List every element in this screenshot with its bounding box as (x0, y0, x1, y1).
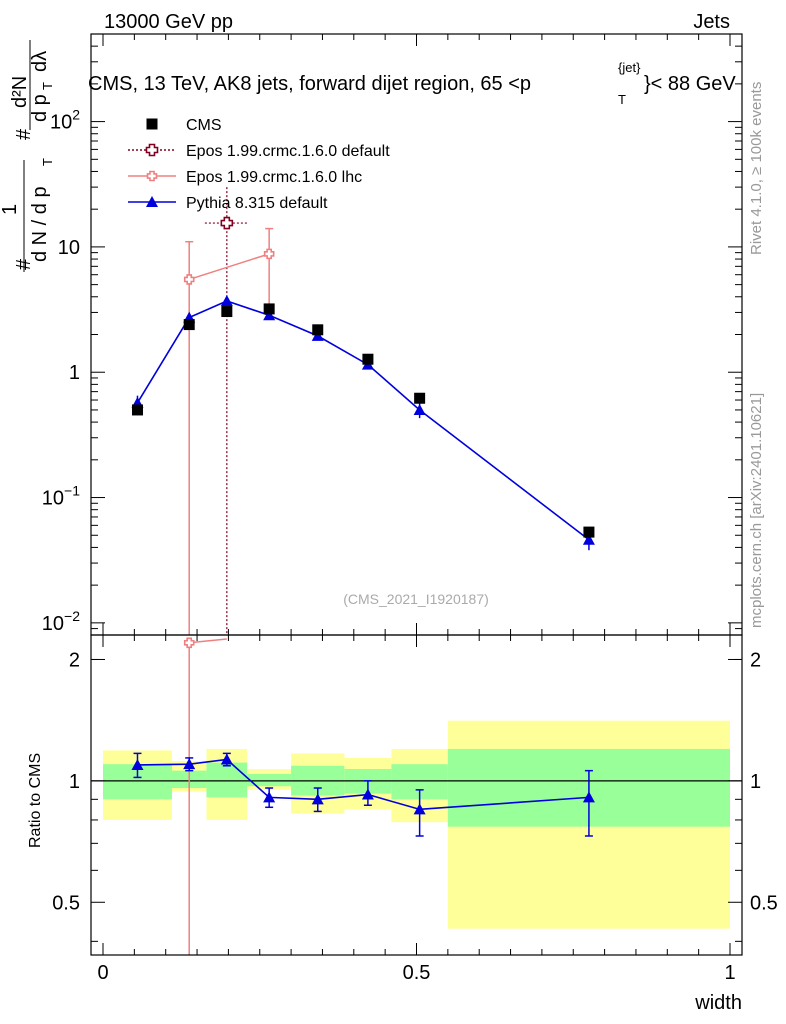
lower-y-tick-label: 1 (69, 771, 80, 793)
upper-y-tick-label: 1 (69, 362, 80, 384)
legend-epos-default-marker (145, 143, 159, 157)
cms-point (263, 303, 275, 315)
data-layer (131, 187, 595, 955)
legend-cms-marker (146, 118, 158, 130)
ylabel-one: 1 (0, 204, 21, 215)
title-subscript: T (618, 92, 626, 107)
cms-point (414, 392, 426, 404)
plot-title: CMS, 13 TeV, AK8 jets, forward dijet reg… (88, 60, 736, 107)
legend-pythia-marker (146, 196, 158, 207)
ylabel-den2-sub: T (40, 82, 55, 90)
ylabel-den2: d p (29, 94, 51, 122)
ratio-epos-lhc-point (183, 637, 195, 649)
pythia-point (220, 295, 233, 307)
epos-lhc-line (188, 253, 270, 281)
cms-point (362, 353, 374, 365)
ratio-band-inner (247, 774, 292, 787)
epos-lhc-point (183, 274, 195, 285)
lower-panel-data (131, 637, 595, 955)
legend-entry-label: Epos 1.99.crmc.1.6.0 lhc (186, 169, 362, 186)
ratio-pythia-point (183, 758, 196, 770)
title-text: CMS, 13 TeV, AK8 jets, forward dijet reg… (88, 73, 531, 95)
rivet-version-label: Rivet 4.1.0, ≥ 100k events (748, 82, 765, 255)
ratio-pythia-point (361, 788, 374, 800)
header-right-label: Jets (693, 11, 730, 33)
x-tick-label: 1 (724, 962, 735, 984)
epos-lhc-point (263, 248, 275, 260)
ratio-epos-lhc-line (189, 638, 227, 644)
ratio-pythia-point (413, 803, 426, 815)
pythia-point (413, 403, 426, 415)
mcplots-label: mcplots.cern.ch [arXiv:2401.10621] (748, 393, 765, 628)
legend-entry-label: Epos 1.99.crmc.1.6.0 default (186, 143, 390, 160)
ratio-pythia-point (263, 791, 276, 803)
cms-point (221, 306, 233, 318)
upper-y-axis-label: # 1 d N / d p T # d²N d p T dλ (0, 40, 55, 272)
lower-y-axis-label: Ratio to CMS (27, 753, 44, 848)
ratio-pythia-point (220, 753, 233, 765)
cms-point (183, 319, 195, 331)
ylabel-d2n: d²N (9, 76, 31, 108)
ratio-pythia-point (582, 791, 595, 803)
epos-default-point (220, 216, 234, 230)
ylabel-hash2: # (13, 128, 35, 140)
ratio-pythia-line (137, 758, 589, 811)
ratio-pythia-point (311, 793, 324, 805)
ylabel-den-dn: d N / d p (29, 186, 51, 262)
pythia-point (263, 309, 276, 321)
header-left-label: 13000 GeV pp (104, 11, 233, 33)
x-axis-label: width (694, 992, 742, 1014)
ylabel-den-sub: T (40, 158, 55, 166)
lower-y-tick-label-right: 1 (750, 771, 761, 793)
cms-point (131, 404, 143, 416)
lower-y-tick-label-right: 0.5 (750, 892, 778, 914)
upper-y-tick-label: 10−1 (42, 483, 80, 510)
upper-y-tick-label: 10−2 (42, 608, 80, 635)
ratio-band-inner (206, 762, 248, 798)
x-tick-label: 0.5 (403, 962, 431, 984)
cms-point (583, 526, 595, 538)
title-superscript: {jet} (618, 60, 641, 75)
analysis-watermark: (CMS_2021_I1920187) (343, 591, 489, 607)
lower-y-tick-label-right: 2 (750, 649, 761, 671)
upper-y-tick-label: 10 (58, 237, 80, 259)
upper-y-tick-label: 102 (50, 107, 80, 134)
legend-entry-label: CMS (186, 117, 222, 134)
legend-epos-lhc-marker (146, 170, 158, 182)
pythia-point (582, 533, 595, 545)
lower-y-tick-label: 2 (69, 649, 80, 671)
cms-point (312, 324, 324, 336)
title-end: }< 88 GeV (644, 73, 736, 95)
ratio-pythia-point (131, 758, 144, 770)
legend-entry-label: Pythia 8.315 default (186, 195, 328, 212)
lower-y-tick-label: 0.5 (52, 892, 80, 914)
x-tick-label: 0 (97, 962, 108, 984)
upper-panel-data (131, 187, 595, 635)
ylabel-dlambda: dλ (29, 51, 51, 72)
pythia-line (136, 300, 590, 541)
pythia-point (311, 329, 324, 341)
